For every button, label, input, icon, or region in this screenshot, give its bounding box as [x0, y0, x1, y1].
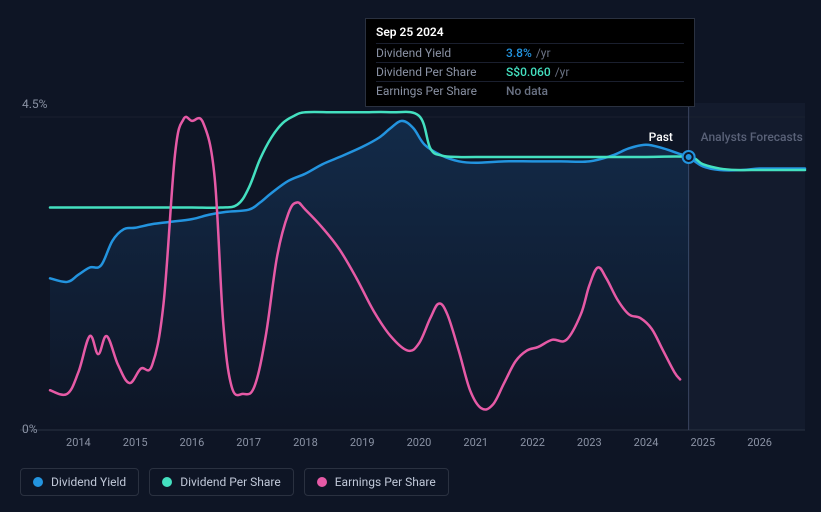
x-axis-tick-label: 2014 — [66, 436, 91, 449]
legend-item[interactable]: Dividend Yield — [20, 468, 139, 496]
chart-container: Sep 25 2024 Dividend Yield3.8%/yrDividen… — [0, 0, 821, 508]
tooltip-row-label: Dividend Yield — [376, 46, 506, 60]
x-axis-tick-label: 2024 — [634, 436, 659, 449]
tooltip-row-value: S$0.060 — [506, 65, 551, 79]
past-section-label: Past — [649, 130, 673, 144]
x-axis-tick-label: 2019 — [350, 436, 375, 449]
tooltip-row: Dividend Yield3.8% /yr — [376, 43, 684, 62]
tooltip-row-label: Dividend Per Share — [376, 65, 506, 79]
tooltip-row-unit: /yr — [555, 65, 570, 79]
legend-label: Dividend Per Share — [180, 475, 281, 489]
tooltip-row: Earnings Per ShareNo data — [376, 81, 684, 100]
forecast-section-label: Analysts Forecasts — [701, 130, 803, 144]
y-axis-tick-label: 0% — [22, 422, 38, 436]
tooltip-date: Sep 25 2024 — [376, 25, 684, 39]
x-axis-tick-label: 2015 — [123, 436, 148, 449]
chart-legend: Dividend Yield Dividend Per Share Earnings… — [20, 468, 449, 496]
x-axis-tick-label: 2021 — [463, 436, 488, 449]
x-axis-tick-label: 2020 — [407, 436, 432, 449]
x-axis-tick-label: 2022 — [520, 436, 545, 449]
tooltip-row-value: No data — [506, 84, 548, 98]
x-axis-tick-label: 2026 — [747, 436, 772, 449]
legend-label: Dividend Yield — [51, 475, 126, 489]
chart-tooltip: Sep 25 2024 Dividend Yield3.8%/yrDividen… — [365, 18, 695, 107]
legend-dot-icon — [33, 477, 43, 487]
legend-dot-icon — [317, 477, 327, 487]
x-axis-tick-label: 2025 — [690, 436, 715, 449]
legend-dot-icon — [162, 477, 172, 487]
x-axis-tick-label: 2018 — [293, 436, 318, 449]
tooltip-row: Dividend Per ShareS$0.060/yr — [376, 62, 684, 81]
x-axis-tick-label: 2023 — [577, 436, 602, 449]
tooltip-row-label: Earnings Per Share — [376, 84, 506, 98]
tooltip-row-value: 3.8% — [506, 46, 532, 60]
y-axis-tick-label: 4.5% — [22, 97, 47, 111]
legend-item[interactable]: Earnings Per Share — [304, 468, 449, 496]
x-axis-tick-label: 2016 — [180, 436, 205, 449]
tooltip-row-unit: /yr — [536, 46, 551, 60]
x-axis-tick-label: 2017 — [236, 436, 261, 449]
legend-label: Earnings Per Share — [335, 475, 436, 489]
legend-item[interactable]: Dividend Per Share — [149, 468, 294, 496]
